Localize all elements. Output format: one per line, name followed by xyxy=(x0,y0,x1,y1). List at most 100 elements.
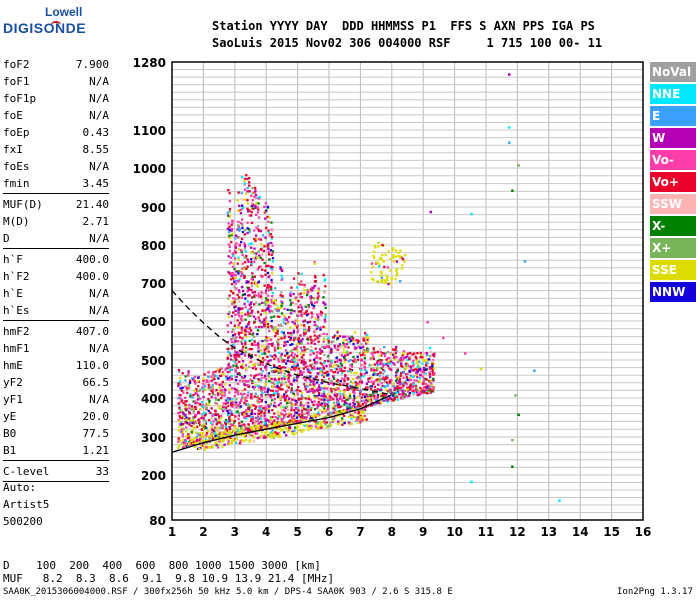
echo-point xyxy=(389,282,393,285)
echo-point xyxy=(192,408,195,411)
logo-line2: DIGISONDE xyxy=(3,20,87,36)
echo-point xyxy=(314,274,317,278)
echo-point xyxy=(256,394,259,398)
echo-point xyxy=(359,416,362,419)
y-tick-label: 600 xyxy=(141,315,166,329)
echo-point xyxy=(227,365,230,369)
echo-point xyxy=(314,356,317,360)
echo-point xyxy=(406,352,409,355)
echo-point xyxy=(182,442,186,445)
echo-point xyxy=(303,350,306,354)
echo-point xyxy=(246,221,249,224)
echo-point xyxy=(233,360,236,363)
echo-point xyxy=(353,345,356,349)
echo-point xyxy=(301,348,304,351)
echo-point xyxy=(246,190,249,193)
echo-point xyxy=(315,351,318,354)
echo-point xyxy=(187,387,190,390)
echo-point xyxy=(401,394,404,398)
echo-point xyxy=(411,375,415,378)
echo-point xyxy=(261,253,264,256)
echo-point xyxy=(179,397,182,400)
echo-point xyxy=(283,414,286,417)
echo-point xyxy=(386,400,389,403)
legend-item-vo-: Vo+ xyxy=(650,172,696,192)
echo-point xyxy=(297,398,301,401)
echo-point xyxy=(309,335,312,338)
echo-point xyxy=(229,436,232,439)
echo-point xyxy=(314,347,317,350)
echo-point xyxy=(235,351,238,354)
echo-point xyxy=(228,192,231,195)
echo-point xyxy=(278,435,281,438)
echo-point xyxy=(383,385,386,388)
echo-point xyxy=(297,367,301,370)
echo-point xyxy=(255,238,258,241)
echo-point xyxy=(217,446,220,449)
echo-point xyxy=(228,225,231,228)
echo-point xyxy=(267,409,271,412)
echo-point xyxy=(192,422,195,425)
echo-point xyxy=(376,397,379,401)
echo-point xyxy=(345,396,348,399)
echo-point xyxy=(352,381,355,385)
echo-point xyxy=(259,256,262,259)
echo-point xyxy=(283,383,286,386)
param-row: h`E N/A xyxy=(3,285,109,302)
echo-point xyxy=(228,417,231,420)
echo-point xyxy=(194,442,197,445)
echo-point xyxy=(288,419,291,422)
echo-point xyxy=(240,366,243,369)
echo-point xyxy=(289,326,292,329)
echo-point xyxy=(345,401,348,405)
param-value: N/A xyxy=(89,304,109,317)
echo-point xyxy=(392,394,395,397)
echo-point xyxy=(247,231,251,234)
echo-point xyxy=(337,422,340,426)
echo-point xyxy=(267,251,271,254)
echo-point xyxy=(217,415,221,418)
echo-point xyxy=(271,409,274,412)
echo-point xyxy=(390,397,393,401)
echo-point xyxy=(251,367,254,370)
echo-point xyxy=(261,363,264,366)
echo-point xyxy=(383,346,386,349)
echo-point xyxy=(266,215,269,219)
echo-point xyxy=(366,395,369,398)
echo-point xyxy=(238,269,242,272)
echo-point xyxy=(380,276,384,279)
echo-point xyxy=(429,350,432,353)
echo-point xyxy=(303,346,306,349)
echo-point xyxy=(365,382,368,386)
x-tick-label: 8 xyxy=(388,525,396,539)
echo-point xyxy=(419,356,422,359)
echo-point xyxy=(379,360,382,363)
echo-point xyxy=(243,339,247,342)
echo-point xyxy=(280,358,283,361)
echo-point xyxy=(288,429,291,432)
echo-point xyxy=(322,332,325,335)
echo-point xyxy=(353,396,356,400)
echo-point xyxy=(221,385,224,388)
echo-point xyxy=(241,293,244,297)
echo-point xyxy=(248,439,252,442)
echo-point xyxy=(286,423,289,426)
echo-point xyxy=(387,360,390,364)
echo-point xyxy=(262,434,266,437)
echo-point xyxy=(389,380,392,384)
echo-point xyxy=(327,336,330,339)
echo-point xyxy=(335,404,338,407)
echo-point xyxy=(385,363,388,366)
echo-point xyxy=(415,379,419,382)
echo-point xyxy=(270,235,274,239)
echo-point xyxy=(243,397,246,400)
echo-point xyxy=(394,351,397,354)
echo-point xyxy=(287,355,291,358)
echo-point xyxy=(237,331,240,334)
x-tick-label: 14 xyxy=(572,525,589,539)
echo-point xyxy=(227,421,230,424)
echo-point xyxy=(325,421,328,424)
y-tick-label: 700 xyxy=(141,277,166,291)
echo-point xyxy=(287,320,290,323)
